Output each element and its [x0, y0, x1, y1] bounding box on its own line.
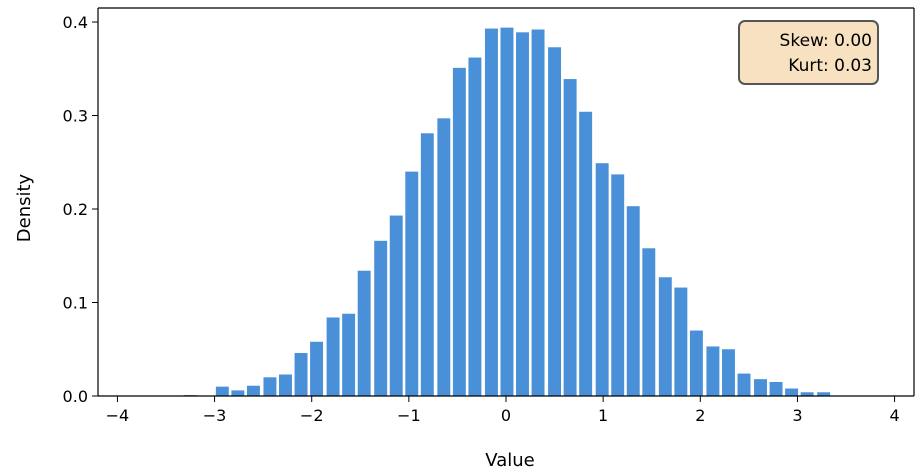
histogram-bar	[785, 388, 799, 396]
histogram-bar	[310, 341, 324, 396]
axes-group	[97, 7, 915, 397]
bars-group	[183, 27, 831, 397]
stats-kurt-text: Kurt: 0.03	[788, 56, 872, 76]
histogram-bar	[548, 47, 562, 397]
histogram-bar	[721, 349, 735, 396]
histogram-bar	[389, 215, 403, 396]
x-tick-label: 4	[889, 406, 899, 425]
histogram-bar	[420, 133, 434, 396]
x-tick-label: −1	[397, 406, 421, 425]
x-tick-label: −4	[106, 406, 130, 425]
histogram-bar	[674, 287, 688, 396]
histogram-bar	[279, 374, 292, 396]
histogram-bar	[658, 277, 672, 396]
histogram-bar	[215, 386, 229, 396]
x-axis-label: Value	[485, 450, 534, 471]
histogram-bar	[468, 57, 482, 397]
histogram-bar	[231, 390, 245, 396]
histogram-bar	[263, 377, 277, 396]
ticks-group: −4 −3 −2 −1 0 1 2 3 4 0.0 0.1 0.2 0.3 0.4	[63, 13, 900, 425]
histogram-bar	[452, 67, 466, 396]
histogram-bar	[516, 32, 529, 397]
histogram-bar	[800, 392, 814, 396]
histogram-bar	[817, 392, 831, 396]
histogram-bar	[294, 352, 308, 396]
histogram-bar	[769, 381, 783, 396]
histogram-bar	[642, 248, 656, 396]
histogram-bar	[437, 118, 451, 396]
histogram-bar	[737, 373, 751, 396]
histogram-bar	[563, 79, 577, 396]
histogram-bar	[342, 313, 356, 396]
x-tick-label: −2	[300, 406, 324, 425]
histogram-bar	[326, 317, 340, 396]
histogram-bar	[405, 171, 419, 396]
histogram-bar	[706, 346, 720, 396]
y-tick-label: 0.0	[63, 387, 88, 406]
y-tick-label: 0.4	[63, 13, 88, 32]
histogram-bar	[246, 385, 260, 396]
x-tick-label: 3	[792, 406, 802, 425]
histogram-bar	[611, 174, 625, 396]
y-tick-label: 0.1	[63, 294, 88, 313]
x-tick-label: 1	[598, 406, 608, 425]
stats-annotation-box	[738, 20, 879, 85]
y-axis-label: Density	[14, 173, 35, 242]
x-tick-label: −3	[203, 406, 227, 425]
histogram-bar	[484, 28, 498, 396]
histogram-bar	[595, 163, 609, 396]
x-tick-label: 0	[501, 406, 511, 425]
histogram-bar	[626, 206, 640, 396]
histogram-bar	[689, 330, 703, 396]
histogram-bar	[579, 111, 593, 396]
stats-skew-text: Skew: 0.00	[780, 31, 872, 51]
y-tick-label: 0.2	[63, 200, 88, 219]
histogram-bar	[754, 379, 767, 396]
histogram-bar	[500, 27, 514, 396]
x-tick-label: 2	[695, 406, 705, 425]
stats-annotation: Skew: 0.00 Kurt: 0.03	[738, 20, 879, 85]
y-tick-label: 0.3	[63, 107, 88, 126]
histogram-bar	[374, 240, 388, 396]
histogram-bar	[531, 29, 545, 396]
histogram-bar	[357, 270, 371, 396]
